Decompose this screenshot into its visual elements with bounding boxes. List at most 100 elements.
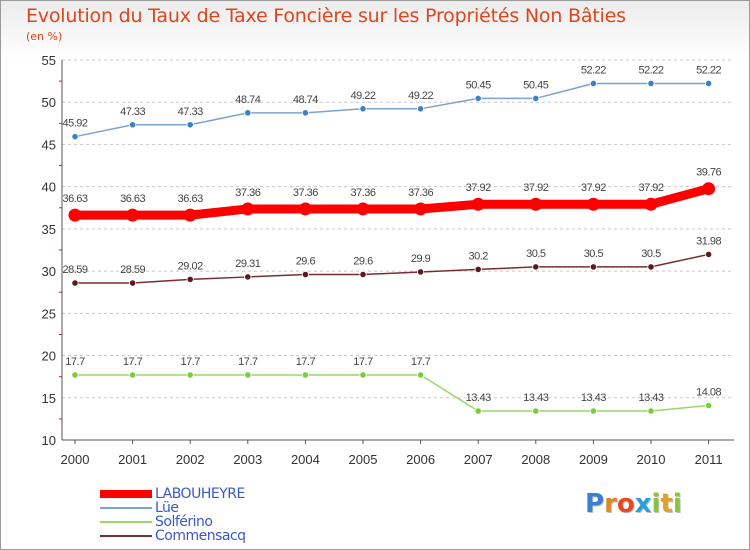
data-label: 36.63 xyxy=(178,193,203,205)
x-tick-label: 2010 xyxy=(637,452,666,467)
data-label: 28.59 xyxy=(62,264,87,276)
data-point xyxy=(474,407,482,415)
legend-label: LABOUHEYRE xyxy=(155,486,245,502)
x-tick-label: 2011 xyxy=(695,452,723,467)
data-point xyxy=(241,202,255,216)
data-point xyxy=(129,371,137,379)
series-line-commensacq xyxy=(74,253,710,284)
data-point xyxy=(532,263,540,271)
data-point xyxy=(359,270,367,279)
data-point xyxy=(298,202,312,216)
data-label: 29.6 xyxy=(296,255,316,267)
data-label: 37.92 xyxy=(581,182,606,194)
data-point xyxy=(183,208,197,222)
y-tick-label: 25 xyxy=(42,306,56,321)
x-tick-label: 2005 xyxy=(349,452,378,467)
legend-item-labouheyre: LABOUHEYRE xyxy=(100,486,245,502)
data-label: 50.45 xyxy=(523,79,548,91)
legend-label: Lüe xyxy=(155,500,179,516)
data-label: 37.92 xyxy=(638,182,663,194)
data-label: 30.2 xyxy=(468,250,488,262)
data-point xyxy=(71,279,79,287)
data-label: 30.5 xyxy=(584,248,604,260)
data-point xyxy=(532,407,540,415)
data-point xyxy=(532,94,540,103)
y-tick-label: 45 xyxy=(42,137,56,152)
data-label: 17.7 xyxy=(123,356,143,368)
data-point xyxy=(704,250,713,258)
data-label: 48.74 xyxy=(293,94,318,106)
data-label: 14.08 xyxy=(696,387,721,399)
data-label: 13.43 xyxy=(523,392,548,404)
data-label: 49.22 xyxy=(408,90,433,102)
data-label: 36.63 xyxy=(120,193,145,205)
data-point xyxy=(589,407,598,415)
data-point xyxy=(356,202,370,216)
y-tick-label: 40 xyxy=(42,180,56,195)
data-label: 37.92 xyxy=(466,182,491,194)
data-label: 29.6 xyxy=(353,255,373,267)
data-point xyxy=(529,197,543,211)
y-tick-label: 20 xyxy=(42,349,56,364)
data-point xyxy=(244,109,252,117)
data-point xyxy=(186,121,194,129)
logo-letter: t xyxy=(660,489,673,519)
legend-swatch xyxy=(100,535,152,537)
proxiti-logo: Proxiti xyxy=(585,489,682,519)
data-label: 37.36 xyxy=(408,187,433,199)
data-label: 13.43 xyxy=(581,392,606,404)
data-label: 30.5 xyxy=(526,248,546,260)
legend-label: Commensacq xyxy=(155,528,246,544)
data-point xyxy=(301,371,309,379)
x-tick-label: 2009 xyxy=(579,452,608,467)
data-point xyxy=(186,275,194,283)
logo-letter: o xyxy=(616,489,635,519)
data-label: 17.7 xyxy=(238,356,258,368)
data-point xyxy=(359,105,367,113)
x-tick-label: 2001 xyxy=(118,452,147,467)
series-line-labouheyre xyxy=(70,184,714,220)
data-label: 37.36 xyxy=(235,187,260,199)
data-point xyxy=(71,371,79,379)
data-point xyxy=(126,208,140,222)
logo-letter: i xyxy=(651,489,661,519)
x-tick-label: 2004 xyxy=(291,452,320,467)
data-point xyxy=(416,105,425,113)
legend-item-solferino: Solférino xyxy=(100,514,213,530)
data-point xyxy=(414,202,428,216)
data-point xyxy=(589,79,598,88)
data-label: 13.43 xyxy=(638,392,663,404)
data-point xyxy=(244,273,252,281)
series-line-solferino xyxy=(74,374,710,412)
data-label: 28.59 xyxy=(120,264,145,276)
logo-letter: x xyxy=(634,489,652,519)
data-point xyxy=(71,133,79,141)
data-label: 52.22 xyxy=(696,64,721,76)
legend-swatch xyxy=(100,507,152,509)
logo-letter: i xyxy=(672,489,682,519)
data-point xyxy=(647,407,655,415)
data-label: 29.02 xyxy=(178,260,203,272)
data-label: 39.76 xyxy=(696,167,721,179)
data-label: 36.63 xyxy=(62,193,87,205)
data-point xyxy=(474,94,482,103)
data-point xyxy=(586,197,600,211)
data-point xyxy=(129,121,137,129)
data-label: 17.7 xyxy=(65,356,85,368)
data-label: 17.7 xyxy=(180,356,200,368)
data-label: 50.45 xyxy=(466,79,491,91)
x-tick-label: 2008 xyxy=(521,452,550,467)
data-label: 29.9 xyxy=(411,253,431,265)
legend-label: Solférino xyxy=(155,514,213,530)
y-tick-label: 50 xyxy=(42,95,56,110)
data-label: 52.22 xyxy=(581,64,606,76)
data-label: 17.7 xyxy=(296,356,316,368)
chart-title: Evolution du Taux de Taxe Foncière sur l… xyxy=(26,5,626,27)
unit-label: (en %) xyxy=(26,30,63,43)
y-tick-label: 55 xyxy=(42,53,56,68)
data-point xyxy=(359,371,367,379)
data-point xyxy=(474,265,482,274)
data-point xyxy=(416,371,425,379)
